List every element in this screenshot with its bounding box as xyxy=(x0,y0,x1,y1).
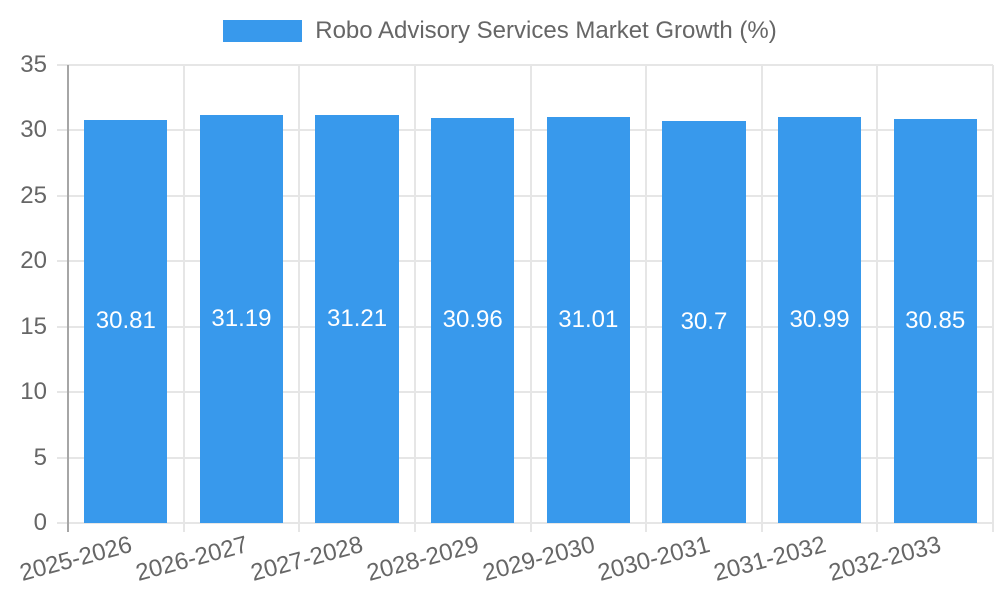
bar-value-label: 30.85 xyxy=(905,307,966,335)
gridline-vertical xyxy=(760,65,763,523)
gridline-vertical xyxy=(298,65,301,523)
bar-2030-2031[interactable] xyxy=(662,121,746,523)
x-axis-label: 2032-2033 xyxy=(826,531,945,587)
bar-value-label: 31.01 xyxy=(558,306,619,334)
y-axis-label: 30 xyxy=(20,116,47,144)
gridline-vertical xyxy=(529,65,532,523)
y-axis-tick xyxy=(57,325,68,328)
gridline-vertical xyxy=(182,65,185,523)
gridline-vertical xyxy=(413,65,416,523)
y-axis-tick xyxy=(57,194,68,197)
y-axis-tick xyxy=(57,260,68,263)
x-axis-label: 2031-2032 xyxy=(710,531,829,587)
chart-legend[interactable]: Robo Advisory Services Market Growth (%) xyxy=(0,17,1000,45)
gridline-vertical xyxy=(645,65,648,523)
x-axis-label: 2027-2028 xyxy=(248,531,367,587)
x-axis-label: 2029-2030 xyxy=(479,531,598,587)
y-axis-label: 20 xyxy=(20,247,47,275)
y-axis-tick xyxy=(57,64,68,66)
x-axis-tick xyxy=(876,523,879,532)
bar-value-label: 30.7 xyxy=(680,308,728,336)
y-axis-label: 25 xyxy=(20,181,47,209)
x-axis-tick xyxy=(298,523,301,532)
x-axis-label: 2028-2029 xyxy=(363,531,482,587)
y-axis-tick xyxy=(57,129,68,132)
bar-2026-2027[interactable] xyxy=(199,114,284,523)
bar-2031-2032[interactable] xyxy=(777,117,862,523)
x-axis-tick xyxy=(992,523,994,532)
bar-value-label: 31.21 xyxy=(327,304,388,332)
gridline-vertical xyxy=(876,65,879,523)
x-axis-tick xyxy=(529,523,532,532)
y-axis-label: 15 xyxy=(20,312,47,340)
y-axis-line xyxy=(67,65,69,532)
x-axis-label: 2026-2027 xyxy=(132,531,251,587)
legend-swatch xyxy=(223,20,303,42)
bar-2027-2028[interactable] xyxy=(315,114,399,523)
gridline-vertical xyxy=(992,65,994,523)
y-axis-label: 35 xyxy=(20,51,47,78)
x-axis-label: 2025-2026 xyxy=(16,531,135,587)
x-axis-tick xyxy=(645,523,648,532)
y-axis-tick xyxy=(57,522,68,524)
bar-2025-2026[interactable] xyxy=(84,119,168,523)
x-axis-tick xyxy=(413,523,416,532)
bar-value-label: 31.19 xyxy=(211,304,272,332)
legend-label: Robo Advisory Services Market Growth (%) xyxy=(315,17,777,44)
y-axis-label: 10 xyxy=(20,378,47,406)
x-axis-tick xyxy=(182,523,185,532)
y-axis-label: 0 xyxy=(33,509,47,536)
bar-2029-2030[interactable] xyxy=(546,117,630,523)
x-axis-label: 2030-2031 xyxy=(595,531,713,587)
bar-2028-2029[interactable] xyxy=(431,117,515,523)
bar-value-label: 30.81 xyxy=(95,307,156,335)
y-axis-tick xyxy=(57,391,68,394)
bar-2032-2033[interactable] xyxy=(893,119,977,523)
y-axis-label: 5 xyxy=(33,443,47,471)
y-axis-tick xyxy=(57,456,68,459)
bar-value-label: 30.99 xyxy=(789,306,850,334)
bar-value-label: 30.96 xyxy=(442,306,503,334)
x-axis-tick xyxy=(760,523,763,532)
